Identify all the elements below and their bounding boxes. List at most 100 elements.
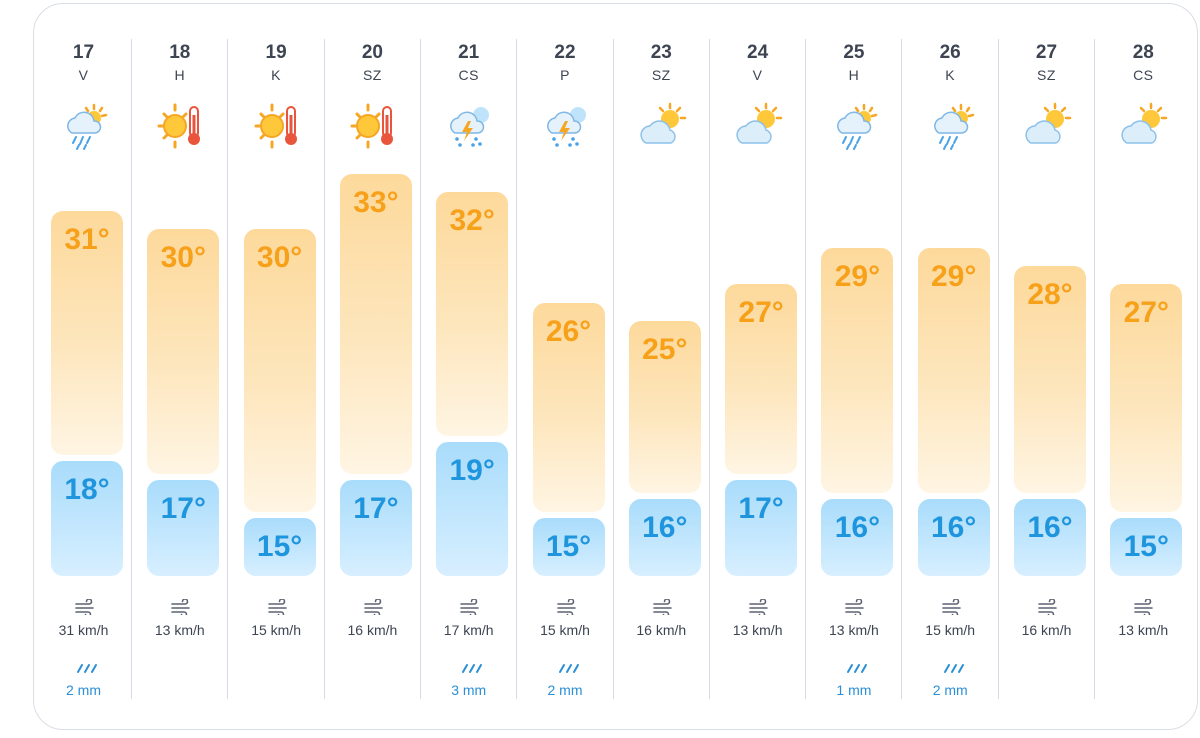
wind-icon [1133,598,1157,618]
high-temp: 31° [64,222,110,256]
low-temp-bar: 15° [1110,518,1183,576]
wind-speed: 15 km/h [925,622,976,638]
day-column[interactable]: 20 SZ 33° 17° 16 km/h [325,39,421,699]
high-temp: 27° [738,296,784,330]
high-temp-bar: 32° [436,192,509,436]
weekday-label: CS [458,67,479,83]
wind-icon [844,598,868,618]
weekday-label: V [78,67,89,83]
day-number: 20 [361,42,383,63]
high-temp-bar: 26° [532,302,605,512]
low-temp-bar: 16° [917,499,990,576]
hot-sun-thermometer-icon [253,101,303,151]
high-temp: 32° [449,204,495,238]
wind-speed: 15 km/h [251,622,301,638]
day-number: 28 [1132,42,1154,63]
high-temp-bar: 31° [51,210,123,455]
day-column[interactable]: 26 K 29° 16° 15 km/h 2 mm [903,39,999,699]
wind-speed: 17 km/h [443,622,494,638]
low-temp-bar: 19° [436,442,509,576]
low-temp-bar: 17° [147,480,220,576]
high-temp-bar: 25° [628,321,701,493]
day-number: 26 [939,42,961,63]
day-number: 27 [1035,42,1058,63]
wind-speed: 13 km/h [1118,622,1169,638]
low-temp: 18° [64,473,110,506]
precipitation-amount: 2 mm [932,682,968,698]
high-temp-bar: 29° [821,247,894,493]
wind-speed: 13 km/h [154,622,205,638]
weekday-label: V [752,67,763,83]
weekday-label: K [945,67,956,83]
day-column[interactable]: 17 V 31° 18° 31 km/h 2 mm [36,39,132,699]
day-column[interactable]: 28 CS 27° 15° 13 km/h [1095,39,1191,699]
weekday-label: SZ [1037,67,1056,83]
weekday-label: H [848,67,860,83]
high-temp: 30° [160,241,206,275]
rain-cloud-sun-icon [60,101,110,151]
partly-cloudy-icon [1119,101,1169,151]
day-column[interactable]: 19 K 30° 15° 15 km/h [229,39,325,699]
low-temp: 15° [1123,530,1169,563]
wind-icon [748,598,772,618]
partly-cloudy-icon [734,101,784,151]
rain-cloud-sun-icon [830,101,880,151]
day-column[interactable]: 18 H 30° 17° 13 km/h [132,39,229,699]
weekday-label: K [271,67,282,83]
high-temp-bar: 28° [1014,265,1086,493]
precipitation-amount: 2 mm [66,682,101,698]
forecast-card: 17 V 31° 18° 31 km/h 2 mm 18 H [33,3,1198,730]
weekday-label: H [174,67,186,83]
low-temp: 16° [931,511,977,544]
day-column[interactable]: 25 H 29° 16° 13 km/h 1 mm [806,39,903,699]
precipitation-amount: 2 mm [547,682,583,698]
precipitation-amount: 3 mm [451,682,487,698]
wind-icon [556,598,580,618]
low-temp: 17° [353,492,399,525]
thunderstorm-icon [542,101,592,151]
precipitation-amount: 1 mm [836,682,872,698]
weekday-label: CS [1133,67,1154,83]
thunderstorm-icon [445,101,495,151]
low-temp-bar: 17° [339,480,412,576]
high-temp-bar: 27° [1110,284,1183,512]
high-temp: 25° [642,333,688,366]
weekday-label: SZ [651,67,671,83]
hot-sun-thermometer-icon [156,101,206,151]
low-temp: 16° [1027,511,1073,544]
wind-icon [363,598,387,618]
wind-speed: 16 km/h [347,622,398,638]
day-number: 23 [650,42,672,63]
high-temp: 27° [1123,296,1169,330]
wind-speed: 16 km/h [636,622,687,638]
rain-icon [941,661,967,673]
day-column[interactable]: 22 P 26° 15° 15 km/h 2 mm [518,39,614,699]
high-temp-bar: 33° [339,174,412,474]
wind-icon [170,598,194,618]
wind-speed: 16 km/h [1021,622,1072,638]
weekday-label: P [560,67,570,83]
day-number: 22 [554,42,576,63]
low-temp: 15° [256,530,303,563]
high-temp-bar: 30° [243,229,316,512]
partly-cloudy-icon [1023,101,1073,151]
high-temp: 33° [353,186,399,219]
day-column[interactable]: 23 SZ 25° 16° 16 km/h [614,39,710,699]
hot-sun-thermometer-icon [349,101,399,151]
day-number: 18 [169,42,191,63]
day-column[interactable]: 24 V 27° 17° 13 km/h [710,39,807,699]
wind-icon [267,598,291,618]
day-column[interactable]: 21 CS 32° 19° 17 km/h 3 mm [421,39,518,699]
wind-speed: 15 km/h [540,622,590,638]
rain-icon [459,661,485,673]
day-number: 25 [843,42,865,63]
day-number: 21 [458,42,480,63]
wind-icon [1037,598,1061,618]
high-temp: 29° [834,259,881,293]
high-temp: 30° [256,241,303,275]
low-temp: 16° [642,511,688,544]
low-temp: 15° [545,530,592,563]
day-column[interactable]: 27 SZ 28° 16° 16 km/h [999,39,1095,699]
low-temp-bar: 16° [628,499,701,576]
low-temp: 17° [160,492,206,525]
